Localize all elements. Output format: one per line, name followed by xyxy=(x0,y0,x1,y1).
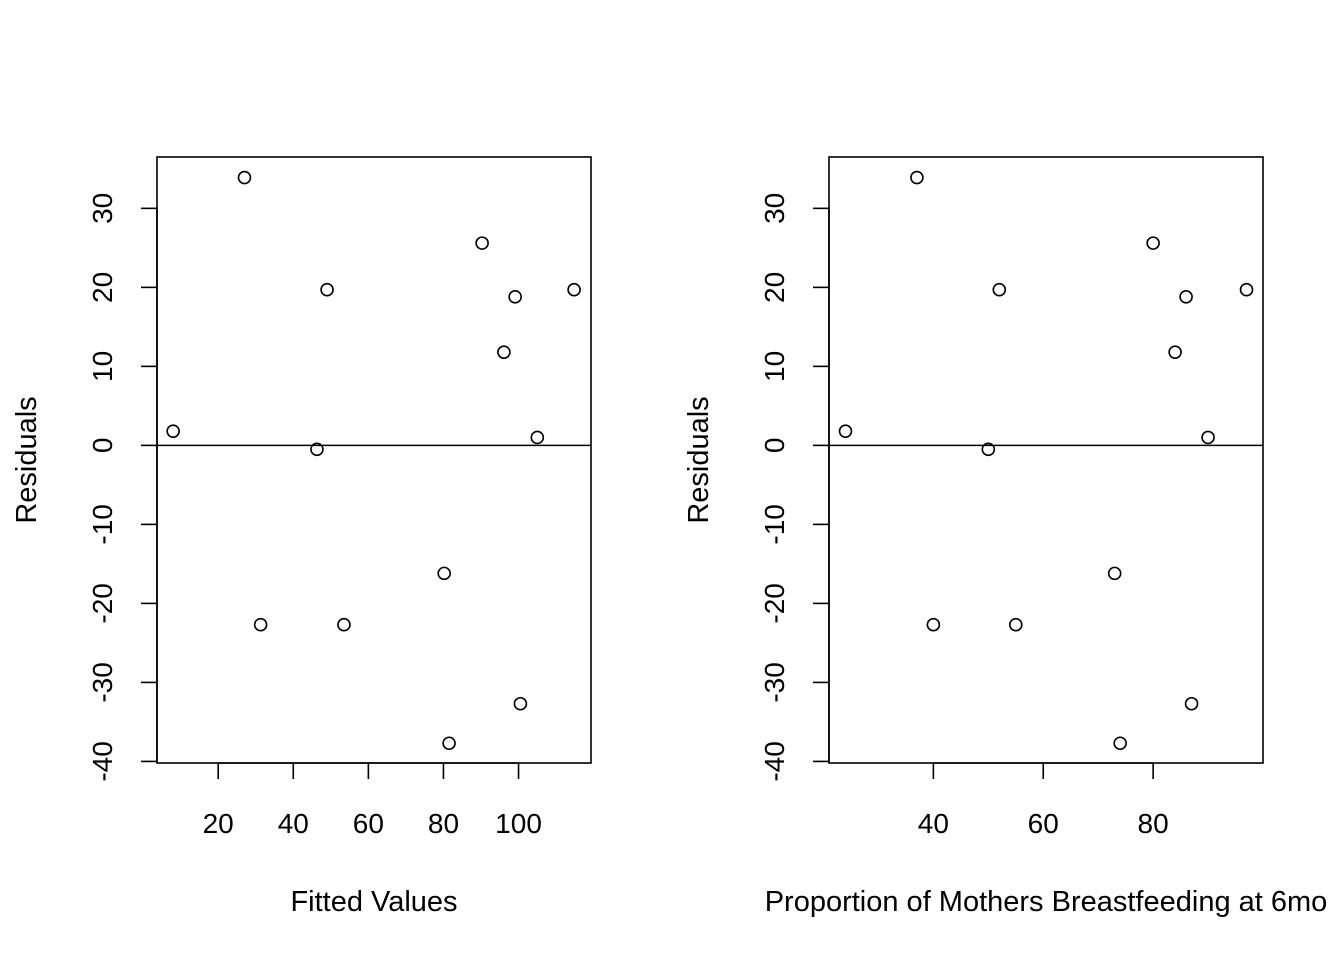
data-point xyxy=(1168,345,1182,359)
y-tick-label: 10 xyxy=(87,351,118,382)
x-axis-title: Proportion of Mothers Breastfeeding at 6… xyxy=(765,886,1328,918)
y-tick-label: -30 xyxy=(87,662,118,702)
y-tick-label: -10 xyxy=(759,504,790,544)
y-tick-label: 0 xyxy=(759,438,790,454)
y-tick-label: 30 xyxy=(759,193,790,224)
y-tick-label: -10 xyxy=(87,504,118,544)
data-point xyxy=(442,736,456,751)
data-point xyxy=(1146,236,1160,250)
y-tick-label: 0 xyxy=(87,438,118,454)
plot-frame xyxy=(828,156,1264,764)
x-tick-label: 40 xyxy=(918,808,949,839)
y-tick-label: -40 xyxy=(759,741,790,781)
data-point xyxy=(237,170,252,185)
data-point xyxy=(1113,736,1127,751)
x-tick-label: 60 xyxy=(1028,808,1059,839)
data-point xyxy=(926,617,941,632)
data-point xyxy=(320,282,334,297)
y-tick-label: 30 xyxy=(87,193,118,224)
y-axis-title: Residuals xyxy=(683,396,715,523)
y-tick-label: -20 xyxy=(87,583,118,623)
fitted-values-panel: 20 40 60 80 100 -40 -30 -20 -10 0 10 20 30 Fitted Val… xyxy=(11,156,592,918)
x-axis-title: Fitted Values xyxy=(290,886,457,918)
y-tick-label: 10 xyxy=(759,351,790,382)
data-point xyxy=(1239,282,1254,297)
data-point xyxy=(530,430,545,445)
data-point xyxy=(166,424,180,438)
x-tick-label: 20 xyxy=(203,808,234,839)
y-axis-title: Residuals xyxy=(11,396,43,523)
data-point xyxy=(310,442,324,457)
data-point xyxy=(437,566,452,581)
data-point xyxy=(1201,430,1215,445)
data-point xyxy=(337,617,351,632)
data-point xyxy=(513,696,528,711)
data-point xyxy=(981,442,996,457)
x-tick-label: 100 xyxy=(495,808,542,839)
data-point xyxy=(497,345,511,359)
data-point xyxy=(253,617,268,632)
data-point xyxy=(910,170,924,185)
data-point xyxy=(1184,696,1199,711)
breastfeeding-proportion-panel: 40 60 80 -40 -30 -20 -10 0 10 20 30 Proportion of M… xyxy=(683,156,1328,918)
y-tick-label: -30 xyxy=(759,662,790,702)
data-point xyxy=(838,424,853,438)
data-point xyxy=(508,290,522,304)
y-tick-label: -20 xyxy=(759,583,790,623)
x-tick-label: 40 xyxy=(278,808,309,839)
data-point xyxy=(992,282,1007,297)
data-point xyxy=(1107,566,1122,581)
plot-frame xyxy=(156,156,592,764)
data-point xyxy=(1179,290,1193,304)
x-tick-label: 80 xyxy=(1138,808,1169,839)
y-tick-label: 20 xyxy=(87,272,118,303)
y-tick-label: -40 xyxy=(87,741,118,781)
data-point xyxy=(567,282,581,297)
data-point xyxy=(1008,617,1023,632)
x-tick-label: 60 xyxy=(353,808,384,839)
y-tick-label: 20 xyxy=(759,272,790,303)
x-tick-label: 80 xyxy=(428,808,459,839)
data-point xyxy=(475,236,489,250)
